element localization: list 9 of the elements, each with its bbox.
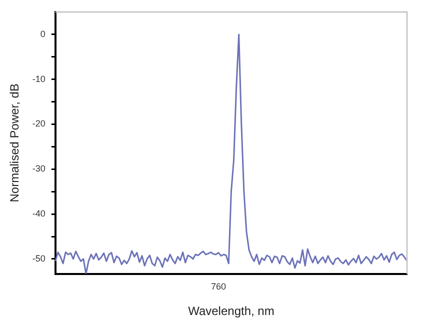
y-tick-label: -30 — [32, 164, 46, 174]
y-tick-label: -40 — [32, 208, 46, 219]
y-tick-label: -10 — [32, 74, 46, 84]
y-tick-label: 0 — [40, 28, 46, 39]
y-tick-label: -20 — [32, 118, 46, 129]
x-axis-title: Wavelength, nm — [188, 304, 274, 318]
y-tick-label: -50 — [32, 253, 46, 264]
y-axis-title: Normalised Power, dB — [8, 84, 22, 202]
x-tick-label: 760 — [210, 282, 226, 292]
